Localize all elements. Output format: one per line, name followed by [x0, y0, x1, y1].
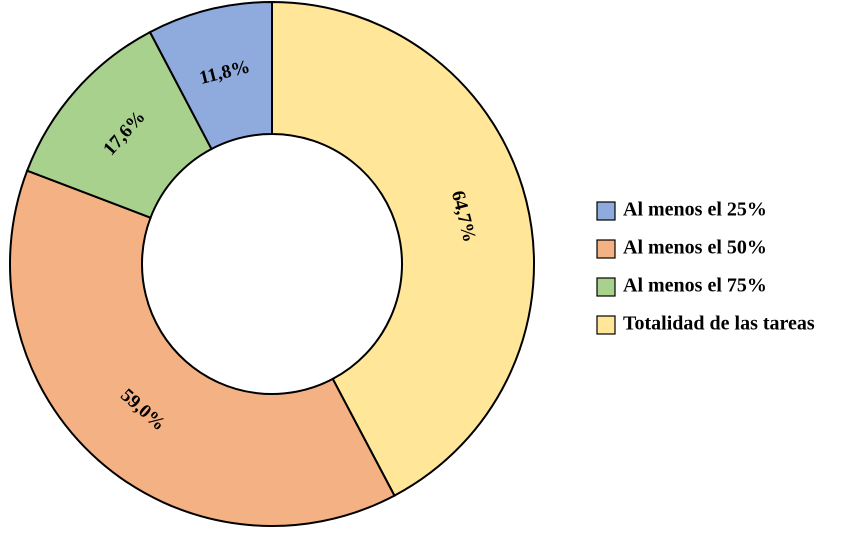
legend-swatch — [596, 277, 616, 297]
legend-label: Totalidad de las tareas — [623, 313, 815, 335]
donut-slices — [9, 0, 535, 527]
legend-swatch — [596, 315, 616, 335]
slice-al-menos-el-50 — [9, 169, 396, 527]
chart-legend: Al menos el 25% Al menos el 50% Al menos e… — [596, 199, 815, 335]
legend-swatch — [596, 239, 616, 259]
slice-al-menos-el-25 — [148, 0, 273, 151]
legend-item-al-menos-el-75: Al menos el 75% — [596, 275, 767, 297]
legend-item-al-menos-el-25: Al menos el 25% — [596, 199, 767, 221]
legend-item-totalidad-de-las-tareas: Totalidad de las tareas — [596, 313, 815, 335]
slice-al-menos-el-75 — [25, 30, 213, 219]
legend-label: Al menos el 25% — [623, 199, 767, 221]
legend-item-al-menos-el-50: Al menos el 50% — [596, 237, 767, 259]
legend-label: Al menos el 75% — [623, 275, 767, 297]
legend-swatch — [596, 201, 616, 221]
slice-totalidad-de-las-tareas — [271, 0, 535, 497]
legend-label: Al menos el 50% — [623, 237, 767, 259]
